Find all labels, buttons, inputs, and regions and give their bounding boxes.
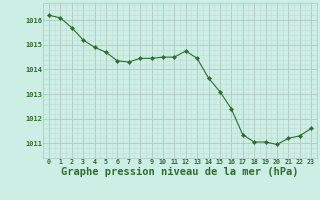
X-axis label: Graphe pression niveau de la mer (hPa): Graphe pression niveau de la mer (hPa) [61,167,299,177]
